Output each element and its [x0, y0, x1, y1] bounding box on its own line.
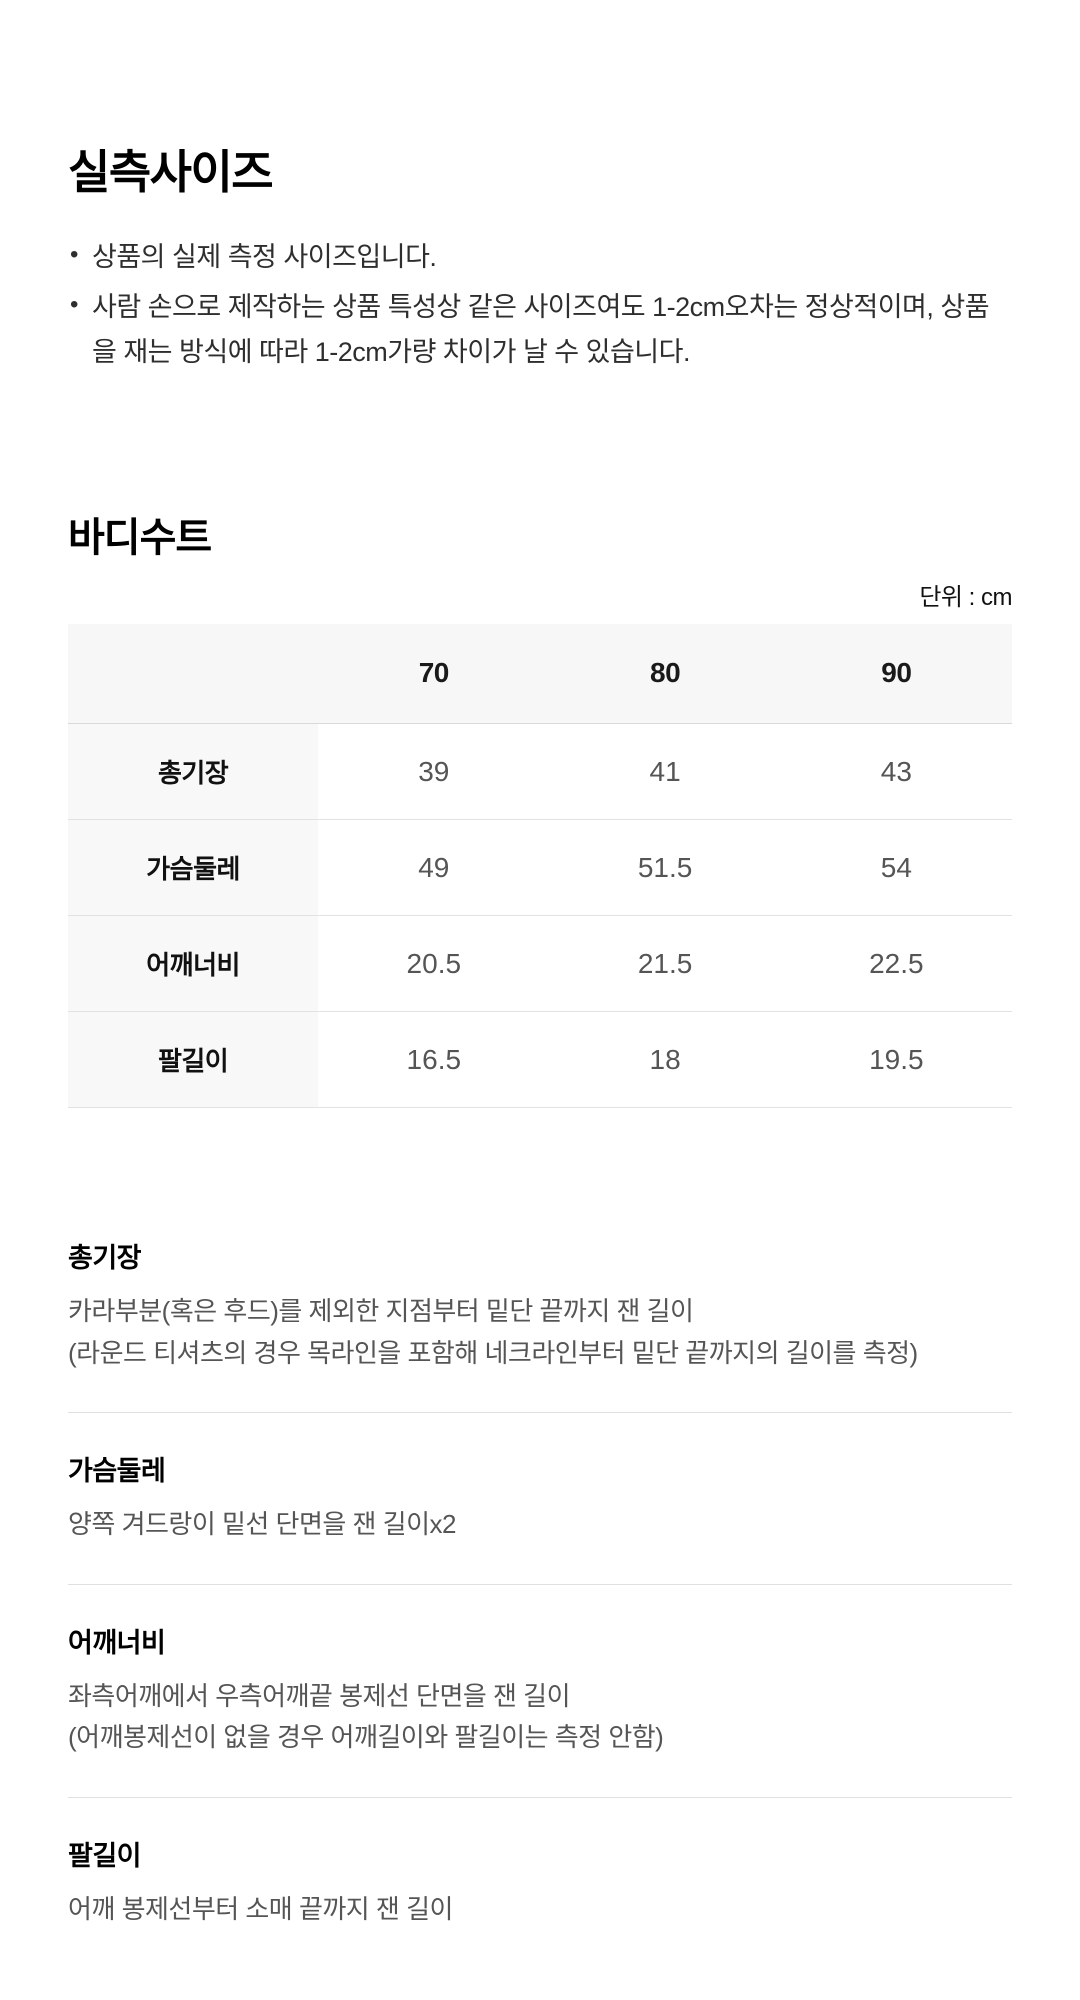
- corner-cell: [68, 624, 318, 724]
- size-value-cell: 49: [418, 851, 450, 883]
- size-table: 70 80 90 총기장 39 41 43 가슴둘레 49 51.5 54 어깨…: [68, 623, 1012, 1109]
- size-value-cell: 16.5: [406, 1043, 462, 1075]
- measure-term: 팔길이: [68, 1841, 142, 1871]
- unit-label: 단위 : cm: [919, 583, 1012, 611]
- size-column-header: 90: [881, 657, 912, 689]
- notes-list: 상품의 실제 측정 사이즈입니다. 사람 손으로 제작하는 상품 특성상 같은 …: [68, 235, 1012, 375]
- measure-description-line: 양쪽 겨드랑이 밑선 단면을 잰 길이x2: [68, 1509, 456, 1540]
- measure-guide-section: 어깨너비 좌측어깨에서 우측어깨끝 봉제선 단면을 잰 길이 (어깨봉제선이 없…: [68, 1583, 1012, 1797]
- size-value-cell: 51.5: [637, 851, 693, 883]
- measure-guide-section: 팔길이 어깨 봉제선부터 소매 끝까지 잰 길이: [68, 1797, 1012, 1969]
- product-section-title: 바디수트: [68, 515, 212, 560]
- size-value-cell: 19.5: [869, 1043, 924, 1075]
- measure-row-label: 팔길이: [68, 1011, 319, 1108]
- measure-guide-section: 가슴둘레 양쪽 겨드랑이 밑선 단면을 잰 길이x2: [68, 1412, 1012, 1584]
- measure-term: 어깨너비: [68, 1627, 166, 1658]
- size-value-cell: 20.5: [406, 947, 462, 979]
- table-row: 가슴둘레 49 51.5 54: [68, 819, 1012, 916]
- measure-guide-section: 총기장 카라부분(혹은 후드)를 제외한 지점부터 밑단 끝까지 잰 길이 (라…: [68, 1236, 1012, 1412]
- size-value-cell: 39: [418, 755, 450, 787]
- measure-description-line: 카라부분(혹은 후드)를 제외한 지점부터 밑단 끝까지 잰 길이: [68, 1296, 694, 1327]
- table-row: 팔길이 16.5 18 19.5: [68, 1011, 1012, 1108]
- measure-description-line: 어깨 봉제선부터 소매 끝까지 잰 길이: [68, 1894, 453, 1924]
- size-value-cell: 18: [649, 1043, 681, 1075]
- measure-row-label: 총기장: [68, 723, 319, 820]
- measure-term: 가슴둘레: [68, 1456, 166, 1487]
- table-row: 어깨너비 20.5 21.5 22.5: [68, 915, 1012, 1012]
- size-value-cell: 43: [880, 755, 912, 787]
- note-item: 상품의 실제 측정 사이즈입니다.: [68, 235, 1012, 280]
- table-row: 총기장 39 41 43: [68, 723, 1012, 820]
- unit-row: 단위 : cm: [68, 577, 1012, 612]
- measure-description-line: (어깨봉제선이 없을 경우 어깨길이와 팔길이는 측정 안함): [68, 1722, 664, 1753]
- note-item: 사람 손으로 제작하는 상품 특성상 같은 사이즈여도 1-2cm오차는 정상적…: [68, 285, 1012, 374]
- size-value-cell: 41: [649, 755, 681, 787]
- measure-description-line: 좌측어깨에서 우측어깨끝 봉제선 단면을 잰 길이: [68, 1680, 571, 1711]
- size-value-cell: 54: [880, 851, 912, 883]
- size-value-cell: 21.5: [637, 947, 693, 979]
- size-value-cell: 22.5: [869, 947, 924, 979]
- size-column-header: 70: [418, 657, 450, 689]
- measure-guide: 총기장 카라부분(혹은 후드)를 제외한 지점부터 밑단 끝까지 잰 길이 (라…: [68, 1236, 1012, 1969]
- measure-description-line: (라운드 티셔츠의 경우 목라인을 포함해 네크라인부터 밑단 끝까지의 길이를…: [68, 1337, 918, 1368]
- page-title: 실측사이즈: [68, 146, 274, 198]
- size-table-header-row: 70 80 90: [68, 623, 1012, 724]
- measure-row-label: 가슴둘레: [68, 819, 319, 916]
- measure-term: 총기장: [68, 1243, 142, 1274]
- measure-row-label: 어깨너비: [68, 915, 319, 1012]
- size-column-header: 80: [650, 657, 681, 689]
